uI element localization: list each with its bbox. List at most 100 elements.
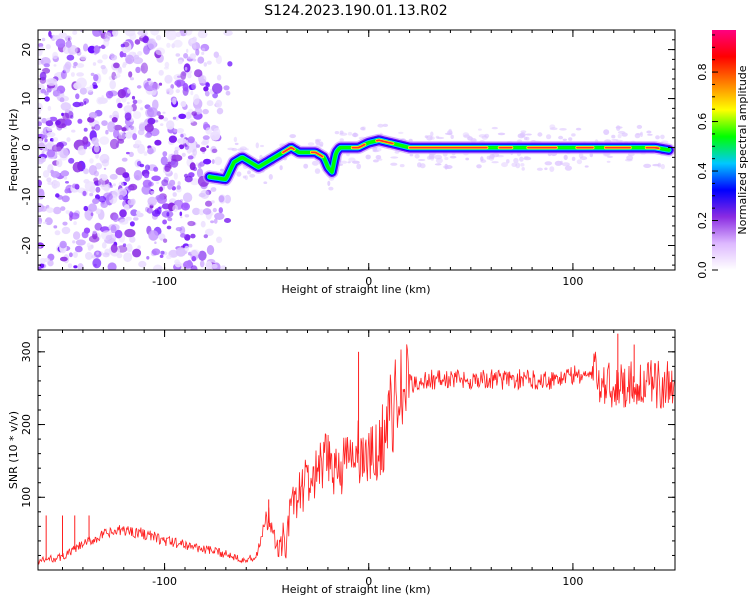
noise-point xyxy=(137,51,143,56)
noise-point xyxy=(95,162,102,170)
noise-point xyxy=(92,258,102,269)
noise-point xyxy=(193,94,200,105)
noise-point xyxy=(55,120,61,126)
spectrogram-x-label: Height of straight line (km) xyxy=(281,283,430,296)
noise-point xyxy=(72,161,83,173)
trace-red-seg xyxy=(351,143,366,149)
noise-point xyxy=(170,84,174,90)
noise-point xyxy=(127,199,135,206)
noise-point xyxy=(184,66,188,71)
noise-point xyxy=(38,203,45,213)
noise-point xyxy=(74,245,83,253)
halo-point xyxy=(390,156,399,159)
noise-point xyxy=(180,216,183,219)
noise-point xyxy=(105,90,114,99)
noise-point xyxy=(216,236,223,244)
noise-point xyxy=(98,178,106,187)
halo-point xyxy=(428,154,435,158)
noise-point xyxy=(218,207,223,214)
noise-point xyxy=(103,167,107,170)
noise-point xyxy=(75,239,86,246)
y-tick-label: -10 xyxy=(20,188,33,206)
noise-point xyxy=(54,230,61,236)
noise-point xyxy=(144,164,151,171)
noise-point xyxy=(116,68,123,75)
halo-point xyxy=(347,131,353,136)
noise-point xyxy=(164,165,171,172)
noise-point xyxy=(103,154,108,159)
noise-point xyxy=(54,181,61,188)
halo-point xyxy=(339,138,344,142)
noise-point xyxy=(57,151,61,155)
noise-point xyxy=(201,141,208,146)
noise-point xyxy=(138,123,146,132)
noise-point xyxy=(173,172,178,180)
noise-point xyxy=(109,80,116,90)
noise-point xyxy=(125,131,133,139)
halo-point xyxy=(537,132,543,137)
y-tick-label: 100 xyxy=(20,487,33,508)
noise-point xyxy=(39,71,47,81)
halo-point xyxy=(571,133,576,137)
noise-point xyxy=(68,157,75,164)
noise-point xyxy=(93,144,100,153)
noise-point xyxy=(83,127,88,132)
halo-point xyxy=(327,180,331,187)
noise-point xyxy=(55,90,61,97)
noise-point xyxy=(64,188,70,194)
noise-point xyxy=(179,211,183,217)
halo-point xyxy=(234,142,239,146)
halo-point xyxy=(524,155,529,159)
halo-point xyxy=(568,137,573,141)
noise-point xyxy=(156,181,160,185)
noise-point xyxy=(134,139,142,146)
noise-point xyxy=(155,194,165,201)
halo-point xyxy=(617,134,622,139)
noise-point xyxy=(100,65,106,70)
noise-point xyxy=(78,101,84,107)
x-tick-label: 100 xyxy=(562,575,583,588)
noise-point xyxy=(165,30,170,34)
noise-point xyxy=(38,179,42,187)
noise-point xyxy=(40,88,47,94)
halo-point xyxy=(390,162,398,166)
halo-point xyxy=(311,160,319,166)
noise-point xyxy=(162,151,168,157)
noise-point xyxy=(180,133,184,138)
noise-point xyxy=(113,129,120,139)
noise-point xyxy=(140,62,148,74)
noise-point xyxy=(46,117,51,121)
noise-point xyxy=(197,30,208,39)
halo-point xyxy=(554,160,563,166)
noise-point xyxy=(172,97,177,105)
noise-point xyxy=(152,264,163,270)
noise-point xyxy=(172,204,179,212)
noise-point xyxy=(87,203,98,212)
noise-point xyxy=(192,166,198,172)
noise-point xyxy=(109,114,113,119)
halo-point xyxy=(247,170,251,175)
x-tick-label: 0 xyxy=(365,575,372,588)
noise-point xyxy=(167,183,173,190)
noise-point xyxy=(109,234,117,243)
noise-point xyxy=(176,185,181,190)
noise-point xyxy=(133,54,140,60)
noise-point xyxy=(210,187,217,192)
noise-point xyxy=(166,254,172,260)
y-tick-label: 300 xyxy=(20,341,33,362)
noise-point xyxy=(196,144,200,148)
halo-point xyxy=(429,136,435,140)
noise-point xyxy=(191,111,197,116)
noise-point xyxy=(72,65,77,69)
noise-point xyxy=(189,53,197,59)
halo-point xyxy=(233,136,238,143)
noise-point xyxy=(132,133,138,141)
noise-point xyxy=(46,131,56,138)
noise-point xyxy=(225,90,231,96)
halo-point xyxy=(611,138,619,142)
halo-point xyxy=(647,133,653,136)
halo-point xyxy=(525,136,530,141)
colorbar: 0.0 0.2 0.4 0.6 0.8 Normalized spectral ampl… xyxy=(696,30,749,279)
noise-point xyxy=(190,90,194,96)
